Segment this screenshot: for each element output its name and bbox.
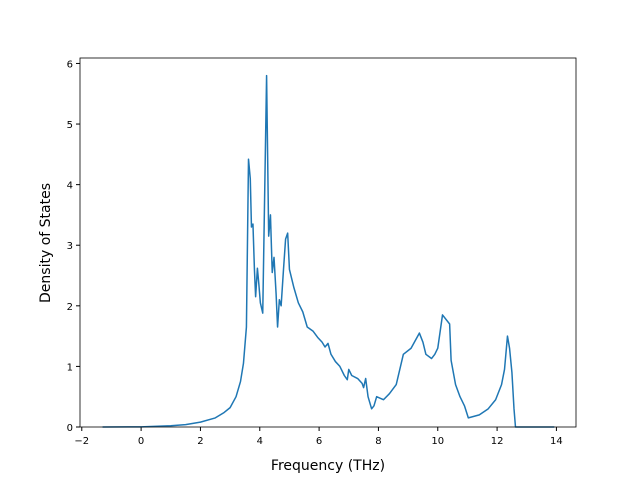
y-axis-label: Density of States <box>38 183 54 303</box>
x-tick-label: 4 <box>257 436 263 447</box>
x-tick-label: 14 <box>550 436 563 447</box>
x-tick-label: 6 <box>316 436 322 447</box>
x-axis-label: Frequency (THz) <box>271 458 385 474</box>
y-tick-label: 1 <box>67 362 73 373</box>
y-tick-label: 4 <box>67 181 73 192</box>
y-tick-label: 3 <box>67 241 73 252</box>
y-tick-label: 6 <box>67 59 73 70</box>
x-tick-label: −2 <box>74 436 89 447</box>
y-tick-label: 0 <box>67 423 73 434</box>
x-tick-label: 0 <box>138 436 144 447</box>
y-tick-label: 2 <box>67 302 73 313</box>
plot-frame <box>79 57 577 428</box>
x-tick-label: 12 <box>491 436 504 447</box>
x-tick-label: 10 <box>431 436 444 447</box>
x-tick-label: 8 <box>375 436 381 447</box>
line <box>102 74 555 428</box>
y-tick-label: 5 <box>67 120 73 131</box>
x-tick-label: 2 <box>197 436 203 447</box>
